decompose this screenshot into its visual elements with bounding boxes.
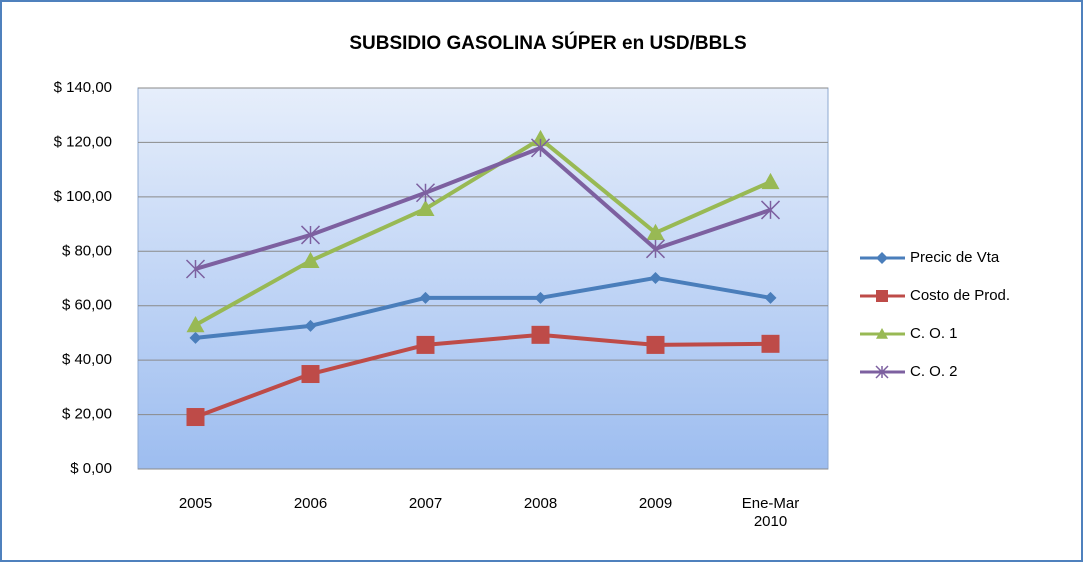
marker (301, 365, 320, 384)
marker (645, 239, 666, 259)
marker (876, 252, 888, 264)
x-tick-label: 2006 (293, 495, 328, 512)
marker (419, 291, 432, 304)
x-tick-label: Ene-Mar 2010 (741, 495, 800, 530)
marker (534, 291, 547, 304)
series-line (194, 145, 772, 271)
marker (764, 291, 777, 304)
legend-label: Precic de Vta (910, 249, 1000, 266)
marker (300, 225, 321, 245)
x-tick-label: 2008 (523, 495, 558, 512)
marker (530, 138, 551, 158)
marker (416, 335, 435, 354)
y-tick-label: $ 100,00 (54, 188, 112, 205)
y-tick-label: $ 60,00 (62, 297, 112, 314)
y-tick-label: $ 80,00 (62, 242, 112, 259)
x-tick-label: 2005 (178, 495, 213, 512)
marker (186, 408, 205, 427)
marker (304, 319, 317, 332)
marker (531, 129, 550, 147)
x-tick-label: 2009 (638, 495, 673, 512)
y-tick-label: $ 120,00 (54, 133, 112, 150)
marker (185, 259, 206, 279)
marker (646, 335, 665, 354)
chart-title: SUBSIDIO GASOLINA SÚPER en USD/BBLS (349, 32, 746, 54)
marker (760, 200, 781, 220)
marker (761, 172, 780, 190)
marker (301, 251, 320, 269)
series-line (195, 275, 771, 340)
legend-label: C. O. 1 (910, 325, 958, 342)
plot-area (137, 87, 829, 470)
y-tick-label: $ 20,00 (62, 406, 112, 423)
legend-label: C. O. 2 (910, 363, 958, 380)
marker (876, 328, 888, 339)
series-line (194, 136, 772, 327)
marker (875, 365, 889, 379)
legend-label: Costo de Prod. (910, 287, 1010, 304)
marker (876, 290, 888, 302)
marker (189, 331, 202, 344)
marker (186, 316, 205, 333)
y-tick-label: $ 140,00 (54, 79, 112, 96)
marker (415, 183, 436, 203)
series-line (194, 332, 771, 419)
marker (416, 199, 435, 217)
marker (649, 271, 662, 284)
marker (761, 334, 780, 353)
y-tick-label: $ 0,00 (70, 460, 112, 477)
x-tick-label: 2007 (408, 495, 443, 512)
marker (646, 223, 665, 240)
y-tick-label: $ 40,00 (62, 351, 112, 368)
marker (531, 325, 550, 344)
